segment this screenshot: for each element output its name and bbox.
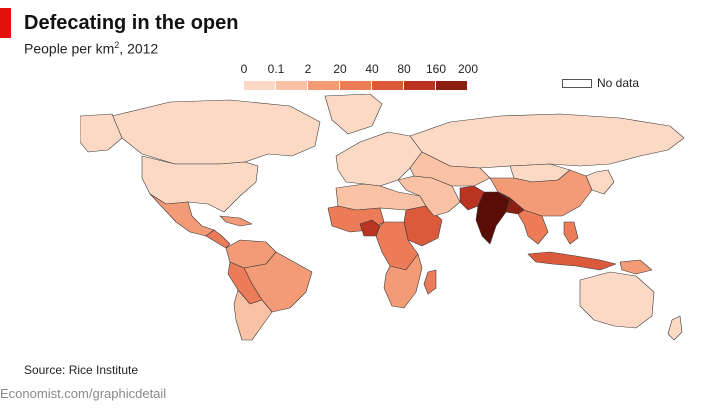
legend-tick: 200 — [457, 62, 479, 76]
region-central-africa — [375, 221, 419, 271]
region-australia — [579, 271, 655, 329]
chart-title: Defecating in the open — [24, 12, 239, 34]
region-japan-korea — [585, 169, 615, 195]
region-mexico — [149, 193, 215, 237]
no-data-swatch — [562, 78, 592, 88]
region-southern-africa — [383, 253, 423, 309]
legend-tick: 2 — [304, 62, 312, 76]
region-indonesia — [527, 251, 617, 271]
region-southeast-asia — [517, 209, 549, 245]
legend-tick: 20 — [333, 62, 347, 76]
subtitle-superscript: 2 — [114, 40, 120, 50]
chart-subtitle: People per km2, 2012 — [24, 40, 158, 57]
region-philippines — [563, 221, 579, 245]
legend-tick: 0 — [240, 62, 248, 76]
region-central-america — [205, 229, 231, 249]
region-alaska — [80, 113, 123, 153]
legend-swatch — [436, 81, 468, 90]
region-greenland — [324, 94, 383, 135]
subtitle-prefix: People per km — [24, 40, 115, 57]
legend-swatch — [276, 81, 308, 90]
legend-tick: 0.1 — [267, 62, 285, 76]
legend-swatch — [404, 81, 436, 90]
region-argentina-chile — [233, 289, 273, 341]
region-india — [475, 191, 511, 245]
region-central-asia — [409, 151, 491, 187]
subtitle-suffix: , 2012 — [119, 40, 159, 57]
no-data-label: No data — [597, 76, 640, 90]
source-note: Source: Rice Institute — [24, 363, 139, 377]
color-legend: 0 0.1 2 20 40 80 160 200 — [226, 62, 490, 92]
no-data-legend: No data — [562, 76, 639, 90]
world-map — [80, 94, 690, 342]
legend-swatch — [372, 81, 404, 90]
legend-swatch — [244, 81, 276, 90]
region-canada — [111, 99, 321, 165]
brand-tag — [0, 8, 11, 38]
footer-url: Economist.com/graphicdetail — [0, 386, 167, 401]
legend-swatches — [244, 81, 468, 90]
region-new-zealand — [667, 315, 683, 341]
region-papua-new-guinea — [619, 259, 653, 275]
region-madagascar — [423, 269, 437, 295]
legend-swatch — [340, 81, 372, 90]
legend-swatch — [308, 81, 340, 90]
region-europe — [335, 131, 423, 187]
region-russia — [409, 113, 685, 169]
legend-tick: 40 — [365, 62, 379, 76]
legend-tick: 160 — [425, 62, 447, 76]
legend-tick: 80 — [397, 62, 411, 76]
region-caribbean — [219, 215, 253, 227]
